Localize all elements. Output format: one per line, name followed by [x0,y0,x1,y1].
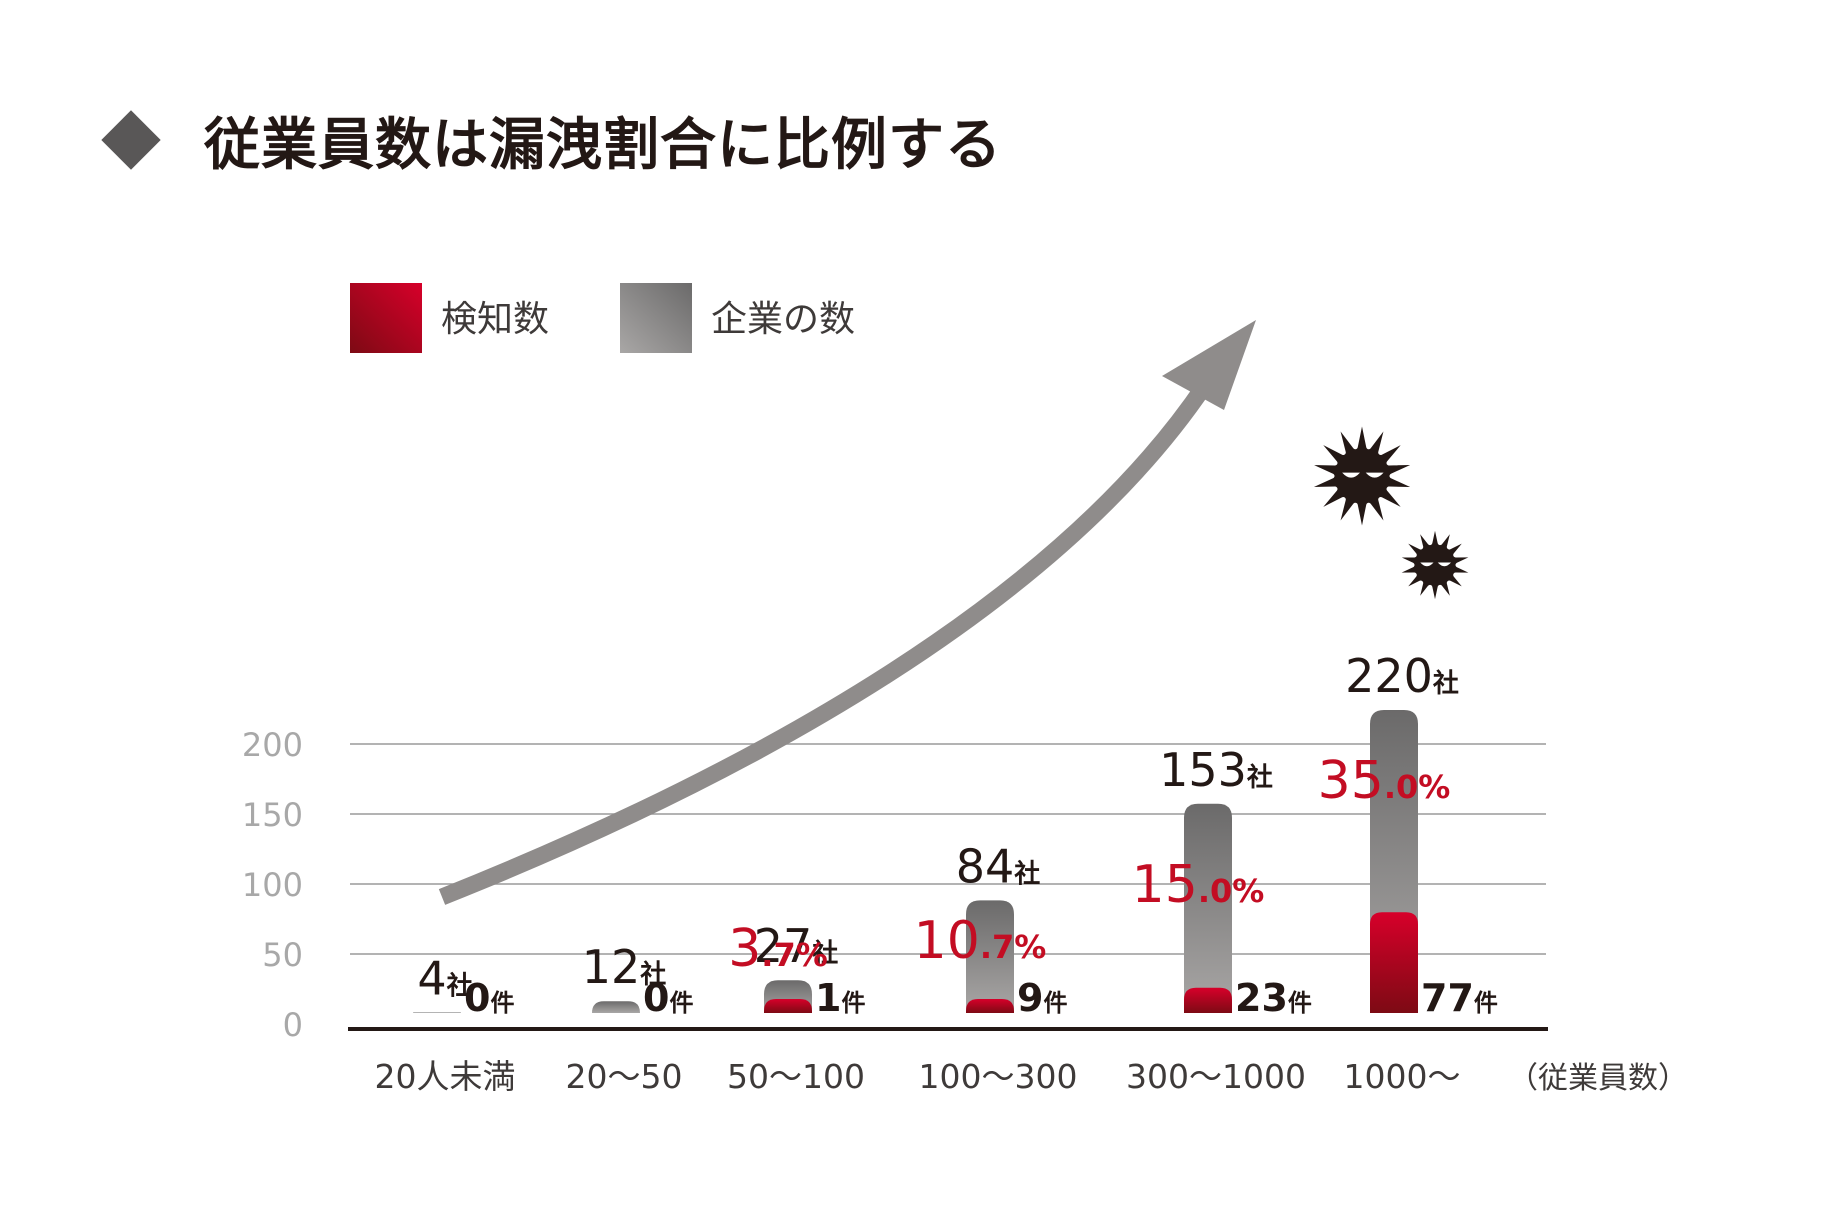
y-tick-label-50: 50 [262,936,303,974]
detection-bar-100-300 [966,999,1014,1013]
x-axis-line [348,1027,1548,1031]
detection-rate-label-300-1000: 15.0% [1132,855,1265,915]
x-category-label-300-1000: 300〜1000 [1126,1057,1306,1096]
trend-arrow-shaft [438,380,1213,905]
company-count-label-300-1000: 153社 [1159,743,1273,797]
detection-rate-label-50-100: 3.7% [728,919,828,979]
company-bar-20-50 [592,1001,640,1013]
detection-count-label-lt20: 0件 [464,976,514,1020]
detection-count-label-1000plus: 77件 [1421,976,1498,1020]
y-tick-label-100: 100 [242,866,303,904]
company-count-label-1000plus: 220社 [1345,649,1459,703]
company-count-label-100-300: 84社 [956,839,1041,893]
x-category-label-20-50: 20〜50 [566,1057,683,1096]
detection-rate-label-100-300: 10.7% [914,911,1047,971]
legend-label-detections: 検知数 [441,299,549,340]
detection-count-label-50-100: 1件 [815,976,865,1020]
virus-large-icon [1299,411,1425,541]
detection-rate-label-1000plus: 35.0% [1318,751,1451,811]
detection-bar-300-1000 [1184,987,1232,1013]
detection-bar-50-100 [764,999,812,1013]
company-count-label-20-50: 12社 [582,940,667,994]
detection-count-label-100-300: 9件 [1017,976,1067,1020]
page-title-block: 従業員数は漏洩割合に比例する [101,100,1002,180]
x-category-label-lt20: 20人未満 [375,1057,516,1096]
virus-small-icon [1387,516,1483,614]
x-category-label-1000plus: 1000〜 [1344,1057,1461,1096]
detection-bar-1000plus [1370,912,1418,1013]
company-bar-100-300 [966,900,1014,1013]
y-tick-label-200: 200 [242,726,303,764]
legend-swatch-detections [350,283,422,353]
company-count-label-50-100: 27社 [754,919,839,973]
legend-label-companies: 企業の数 [711,299,855,340]
trend-arrow-head [1162,320,1256,410]
y-tick-label-150: 150 [242,796,303,834]
company-bar-lt20 [413,1012,461,1013]
company-bar-300-1000 [1184,803,1232,1013]
x-axis-unit-label: （従業員数） [1508,1061,1688,1096]
legend-swatch-companies [620,283,692,353]
x-category-label-100-300: 100〜300 [919,1057,1078,1096]
page-title: 従業員数は漏洩割合に比例する [204,112,1002,178]
x-category-label-50-100: 50〜100 [727,1057,865,1096]
detection-count-label-300-1000: 23件 [1235,976,1312,1020]
y-tick-label-0: 0 [283,1006,303,1044]
detection-count-label-20-50: 0件 [643,976,693,1020]
company-count-label-lt20: 4社 [417,951,472,1005]
